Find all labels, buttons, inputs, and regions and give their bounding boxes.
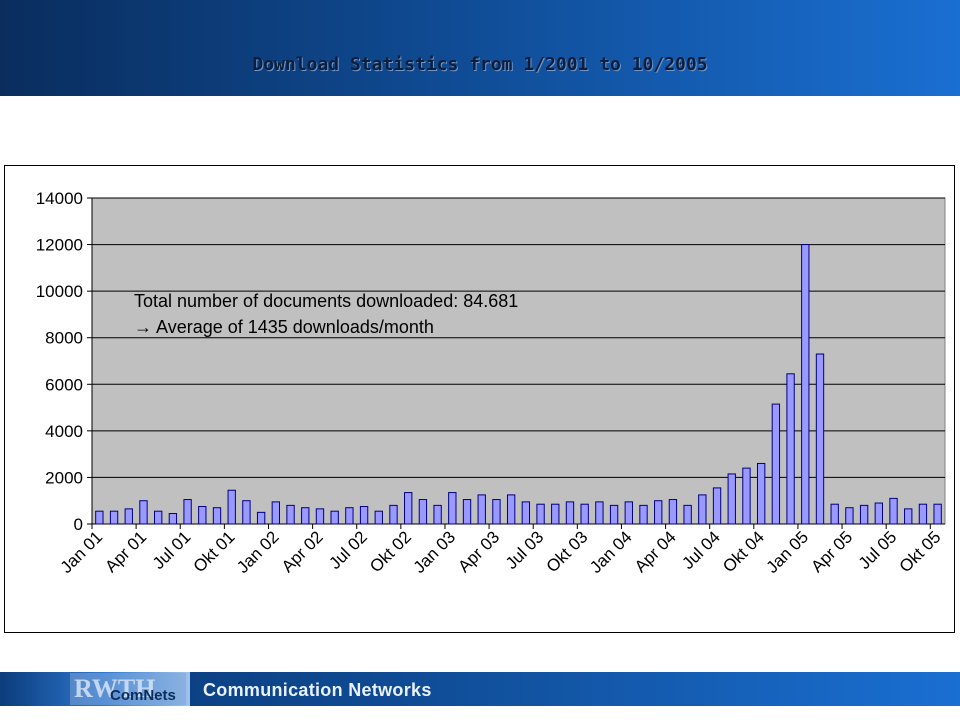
bar-jan-03 bbox=[448, 492, 457, 525]
bar-apr-02 bbox=[315, 508, 325, 525]
bar-aug-02 bbox=[374, 510, 383, 525]
bar-jul-02 bbox=[359, 506, 369, 525]
bar-may-04 bbox=[683, 504, 692, 525]
footer-label: Communication Networks bbox=[203, 680, 432, 700]
y-tick-label: 8000 bbox=[45, 329, 83, 348]
y-tick-label: 0 bbox=[74, 515, 83, 534]
bar-sep-05 bbox=[918, 503, 928, 525]
x-tick-label: Jan 05 bbox=[763, 527, 813, 577]
bar-apr-05 bbox=[845, 507, 854, 525]
bar-okt-04 bbox=[756, 462, 766, 525]
x-tick-label: Jan 01 bbox=[57, 527, 107, 577]
bar-jun-01 bbox=[168, 513, 178, 525]
bar-jul-01 bbox=[183, 499, 192, 525]
bar-may-03 bbox=[506, 494, 516, 525]
bar-jun-02 bbox=[345, 507, 354, 525]
x-tick-label: Jan 02 bbox=[233, 527, 283, 577]
x-tick-label: Jul 04 bbox=[678, 527, 724, 573]
x-tick-label: Jul 02 bbox=[325, 527, 371, 573]
bar-nov-01 bbox=[242, 500, 251, 525]
x-tick-label: Apr 02 bbox=[278, 527, 327, 576]
bar-mar-01 bbox=[124, 508, 133, 525]
x-tick-label: Okt 02 bbox=[366, 527, 415, 576]
bar-jan-05 bbox=[801, 244, 810, 525]
annotation-average: → Average of 1435 downloads/month bbox=[134, 317, 434, 337]
chart-annotation: Total number of documents downloaded: 84… bbox=[134, 288, 518, 340]
bar-aug-04 bbox=[727, 473, 736, 525]
bar-nov-02 bbox=[418, 499, 428, 525]
x-tick-label: Okt 05 bbox=[896, 527, 945, 576]
x-tick-label: Okt 01 bbox=[190, 527, 239, 576]
bar-mar-04 bbox=[654, 500, 663, 525]
bar-okt-03 bbox=[580, 503, 589, 525]
bar-aug-03 bbox=[551, 503, 560, 525]
bar-feb-01 bbox=[109, 510, 119, 525]
bar-okt-02 bbox=[404, 492, 413, 525]
rwth-comnets-logo: RWTH ComNets bbox=[70, 673, 186, 705]
bar-jan-04 bbox=[624, 501, 633, 525]
header-bar bbox=[0, 0, 960, 96]
bar-aug-05 bbox=[904, 508, 913, 525]
bar-apr-04 bbox=[668, 499, 678, 525]
bar-dec-02 bbox=[433, 504, 442, 525]
bar-feb-04 bbox=[639, 504, 648, 525]
bar-jun-03 bbox=[521, 501, 531, 525]
bar-sep-02 bbox=[389, 504, 398, 525]
y-tick-label: 10000 bbox=[36, 282, 83, 301]
bar-okt-05 bbox=[933, 503, 942, 525]
bar-nov-03 bbox=[595, 501, 604, 525]
bar-dec-04 bbox=[786, 373, 795, 525]
y-tick-label: 14000 bbox=[36, 189, 83, 208]
bar-mar-05 bbox=[830, 503, 839, 525]
x-tick-label: Apr 05 bbox=[807, 527, 856, 576]
annotation-total: Total number of documents downloaded: 84… bbox=[134, 291, 519, 311]
bar-jun-05 bbox=[874, 502, 883, 525]
x-tick-label: Jul 05 bbox=[855, 527, 901, 573]
x-tick-label: Okt 04 bbox=[719, 527, 768, 576]
y-tick-label: 12000 bbox=[36, 236, 83, 255]
slide-title: Download Statistics from 1/2001 to 10/20… bbox=[252, 54, 708, 75]
y-tick-label: 6000 bbox=[45, 375, 83, 394]
bar-okt-01 bbox=[227, 489, 236, 525]
x-tick-label: Apr 04 bbox=[631, 527, 680, 576]
bar-jun-04 bbox=[698, 494, 707, 525]
bar-nov-04 bbox=[771, 403, 781, 525]
bar-apr-03 bbox=[492, 499, 501, 525]
bar-jan-01 bbox=[95, 510, 104, 525]
bar-sep-04 bbox=[742, 467, 751, 525]
bar-apr-01 bbox=[139, 500, 148, 525]
x-tick-label: Jan 03 bbox=[410, 527, 460, 577]
bar-feb-02 bbox=[286, 504, 295, 525]
bar-dec-01 bbox=[256, 511, 266, 525]
bar-jul-04 bbox=[712, 487, 722, 525]
y-tick-label: 2000 bbox=[45, 468, 83, 487]
x-tick-label: Apr 01 bbox=[101, 527, 150, 576]
bar-sep-03 bbox=[565, 501, 575, 525]
bar-mar-03 bbox=[477, 494, 486, 525]
y-tick-label: 4000 bbox=[45, 422, 83, 441]
bar-jan-02 bbox=[271, 501, 281, 525]
bar-jul-03 bbox=[536, 503, 545, 525]
bar-mar-02 bbox=[301, 507, 310, 525]
x-tick-label: Jul 01 bbox=[149, 527, 195, 573]
bar-jul-05 bbox=[889, 497, 898, 525]
x-tick-label: Jan 04 bbox=[586, 527, 636, 577]
bar-dec-03 bbox=[609, 504, 619, 525]
bar-may-02 bbox=[330, 510, 339, 525]
x-tick-label: Okt 03 bbox=[543, 527, 592, 576]
svg-text:RWTH: RWTH bbox=[74, 674, 155, 703]
svg-text:ComNets: ComNets bbox=[110, 687, 176, 704]
bar-aug-01 bbox=[198, 506, 207, 525]
x-tick-label: Apr 03 bbox=[454, 527, 503, 576]
bar-feb-03 bbox=[462, 499, 472, 525]
bar-may-01 bbox=[154, 510, 163, 525]
x-tick-label: Jul 03 bbox=[502, 527, 548, 573]
bar-sep-01 bbox=[212, 507, 222, 525]
bar-feb-05 bbox=[815, 353, 825, 525]
bar-may-05 bbox=[859, 504, 869, 525]
chart-frame: 0 2000 4000 6000 8000 10000 12000 14000 Jan 01 Ap… bbox=[4, 165, 955, 633]
